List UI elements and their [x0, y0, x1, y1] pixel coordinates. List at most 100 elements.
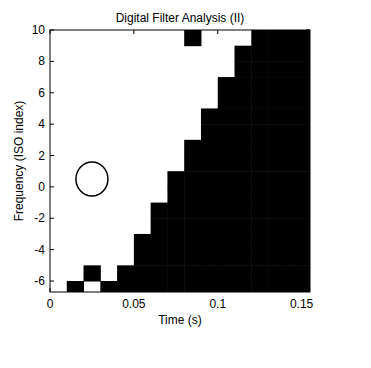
cell [235, 156, 252, 172]
cell [134, 171, 151, 187]
cell [134, 77, 151, 93]
x-axis-title: Time (s) [158, 313, 202, 327]
cell [151, 61, 168, 77]
cell [251, 124, 268, 140]
cell [201, 108, 218, 124]
cell [84, 77, 101, 93]
cell [67, 77, 84, 93]
cell [218, 46, 235, 62]
cell [285, 108, 302, 124]
cell [117, 203, 134, 219]
cell [268, 281, 285, 292]
cell [100, 61, 117, 77]
cell [117, 187, 134, 203]
cell [117, 234, 134, 250]
cell [84, 250, 101, 266]
cell [268, 234, 285, 250]
y-tick-label: 10 [32, 23, 46, 37]
cell [100, 234, 117, 250]
x-tick-label: 0.1 [209, 297, 226, 311]
cell [235, 171, 252, 187]
cell [251, 93, 268, 109]
cell [235, 77, 252, 93]
cell [201, 234, 218, 250]
cell [302, 46, 310, 62]
cell [167, 250, 184, 266]
cell [302, 140, 310, 156]
cell [285, 234, 302, 250]
cell [151, 108, 168, 124]
cell [218, 265, 235, 281]
cell [302, 93, 310, 109]
cell [285, 124, 302, 140]
cell [100, 171, 117, 187]
cell [268, 46, 285, 62]
cell [151, 30, 168, 46]
y-tick [306, 124, 310, 125]
cell [151, 234, 168, 250]
plot-frame [50, 30, 310, 292]
cell [50, 265, 67, 281]
cell [67, 265, 84, 281]
cell [84, 281, 101, 292]
cell [50, 108, 67, 124]
cell [218, 218, 235, 234]
cell [67, 30, 84, 46]
y-tick [306, 281, 310, 282]
cell [218, 124, 235, 140]
cell [50, 234, 67, 250]
cell [117, 93, 134, 109]
cell [184, 46, 201, 62]
cell [201, 281, 218, 292]
cell [84, 203, 101, 219]
x-tick [133, 30, 134, 34]
cell [302, 250, 310, 266]
cell [117, 250, 134, 266]
cell [218, 93, 235, 109]
cell [251, 218, 268, 234]
cell [167, 108, 184, 124]
cell [167, 171, 184, 187]
cell [251, 234, 268, 250]
cell [235, 46, 252, 62]
x-tick [217, 30, 218, 34]
cell [302, 156, 310, 172]
cell [285, 46, 302, 62]
cell [184, 30, 201, 46]
cell [184, 93, 201, 109]
cell [117, 281, 134, 292]
x-tick-label: 0.05 [122, 297, 146, 311]
cell [201, 140, 218, 156]
cell [184, 218, 201, 234]
y-tick-label: 6 [38, 86, 45, 100]
cell [167, 124, 184, 140]
cell [251, 203, 268, 219]
cell [50, 77, 67, 93]
cell [117, 171, 134, 187]
cell [302, 203, 310, 219]
y-tick [50, 124, 54, 125]
cell [218, 77, 235, 93]
cell [100, 187, 117, 203]
cell [218, 171, 235, 187]
cell [67, 203, 84, 219]
cell [151, 187, 168, 203]
cell [134, 46, 151, 62]
cell [67, 61, 84, 77]
cell [50, 171, 67, 187]
cell [151, 218, 168, 234]
cell [84, 171, 101, 187]
cell [134, 265, 151, 281]
cell [268, 124, 285, 140]
cell [50, 30, 67, 46]
cell [84, 30, 101, 46]
cell [67, 46, 84, 62]
cell [285, 187, 302, 203]
cell [151, 281, 168, 292]
cell [84, 46, 101, 62]
cell [67, 234, 84, 250]
cell [167, 30, 184, 46]
y-tick [50, 61, 54, 62]
x-tick-label: 0.15 [290, 297, 314, 311]
cell [67, 93, 84, 109]
